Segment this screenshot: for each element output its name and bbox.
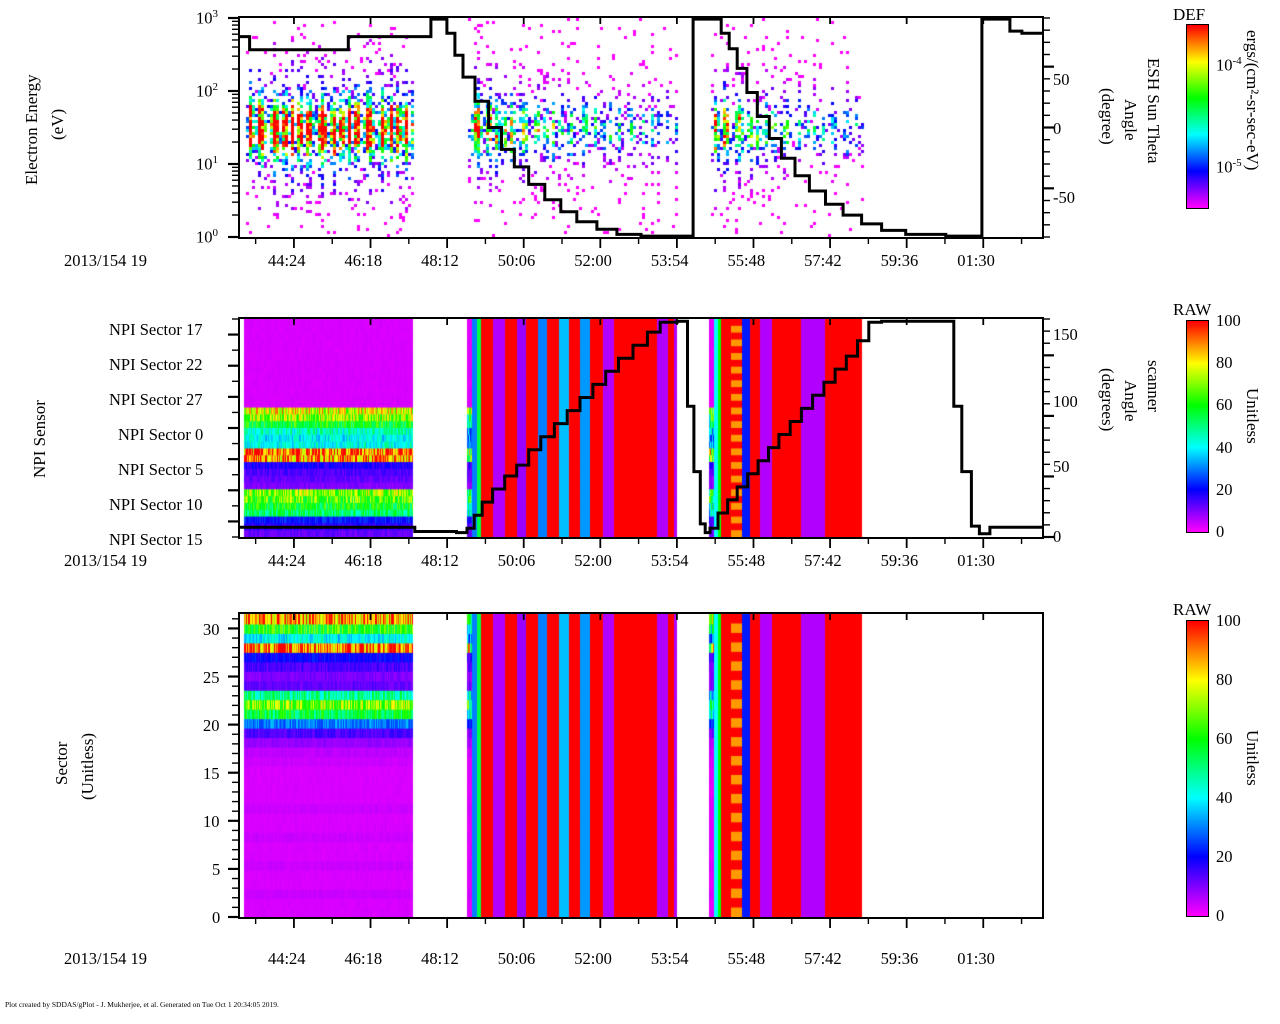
colorbar1-tick-1e-5: 10-5	[1216, 157, 1242, 177]
colorbar1-units: ergs/(cm²-sr-sec-eV)	[1243, 30, 1262, 171]
xtick-label: 44:24	[267, 949, 306, 968]
panel2-ylabel: NPI Sensor	[30, 400, 49, 478]
colorbar1	[1186, 24, 1209, 209]
panel2-ytick-s15: NPI Sector 15	[109, 530, 203, 549]
colorbar1-title: DEF	[1173, 5, 1206, 24]
xtick-label: 50:06	[497, 551, 536, 570]
panel3-ylabel-line1: Sector	[52, 741, 71, 785]
panel2-right-ytick-0: 0	[1053, 527, 1062, 546]
xtick-label: 48:12	[421, 949, 459, 968]
xtick-label: 50:06	[497, 251, 536, 270]
panel-electron-energy	[238, 16, 1044, 239]
panel3-ytick-10: 10	[203, 812, 220, 831]
panel3-ytick-0: 0	[212, 908, 221, 927]
scanner-angle-trace	[240, 319, 1042, 536]
colorbar2	[1186, 320, 1209, 533]
xtick-label: 44:24	[267, 551, 306, 570]
colorbar3-title: RAW	[1173, 600, 1212, 619]
panel3-xaxis-start-label: 2013/154 19	[64, 949, 147, 968]
panel1-xaxis-start-label: 2013/154 19	[64, 251, 147, 270]
xtick-label: 55:48	[727, 251, 766, 270]
xtick-label: 57:42	[804, 949, 842, 968]
xtick-label: 46:18	[344, 949, 383, 968]
colorbar2-title: RAW	[1173, 300, 1212, 319]
xtick-label: 46:18	[344, 251, 383, 270]
panel2-ytick-s10: NPI Sector 10	[109, 495, 203, 514]
panel1-ylabel-line2: (eV)	[48, 108, 67, 140]
panel1-right-ytick-m50: -50	[1053, 188, 1075, 207]
xtick-label: 01:30	[957, 551, 995, 570]
panel1-right-title-angle: Angle	[1121, 99, 1140, 141]
panel2-right-ytick-50: 50	[1053, 457, 1070, 476]
xtick-label: 59:36	[880, 551, 919, 570]
panel2-right-title-scanner: scanner	[1144, 360, 1163, 412]
panel2-ytick-s5: NPI Sector 5	[118, 460, 204, 479]
plot-caption: Plot created by SDDAS/gPlot - J. Mukherj…	[5, 1000, 279, 1009]
panel-npi-sensor	[238, 317, 1044, 539]
xtick-label: 57:42	[804, 551, 842, 570]
panel2-ytick-s0: NPI Sector 0	[118, 425, 204, 444]
xtick-label: 48:12	[421, 251, 459, 270]
panel2-right-title-unit: (degrees)	[1098, 368, 1117, 432]
colorbar2-units: Unitless	[1243, 388, 1262, 444]
panel2-xaxis-start-label: 2013/154 19	[64, 551, 147, 570]
panel1-right-ytick-50: 50	[1053, 70, 1070, 89]
panel1-right-ytick-0: 0	[1053, 119, 1062, 138]
panel1-ylabel-line1: Electron Energy	[22, 74, 41, 185]
xtick-label: 46:18	[344, 551, 383, 570]
panel2-right-ytick-150: 150	[1053, 325, 1078, 344]
panel1-ytick-100: 102	[196, 81, 218, 101]
xtick-label: 59:36	[880, 251, 919, 270]
panel2-ytick-s27: NPI Sector 27	[109, 390, 203, 409]
xtick-label: 52:00	[574, 949, 612, 968]
colorbar2-tick-100: 100	[1216, 311, 1241, 330]
panel2-ytick-s17: NPI Sector 17	[109, 320, 203, 339]
xtick-label: 55:48	[727, 551, 766, 570]
colorbar3-tick-80: 80	[1216, 670, 1233, 689]
xtick-label: 44:24	[267, 251, 306, 270]
panel2-ytick-s22: NPI Sector 22	[109, 355, 203, 374]
xtick-label: 53:54	[650, 551, 689, 570]
colorbar3-tick-60: 60	[1216, 729, 1233, 748]
panel-sector	[238, 612, 1044, 919]
xtick-label: 53:54	[650, 949, 689, 968]
panel3-ytick-15: 15	[203, 764, 220, 783]
panel2-right-title-angle: Angle	[1121, 380, 1140, 422]
panel3-ytick-30: 30	[203, 620, 220, 639]
colorbar3	[1186, 620, 1209, 917]
xtick-label: 48:12	[421, 551, 459, 570]
colorbar2-tick-80: 80	[1216, 353, 1233, 372]
colorbar1-tick-1e-4: 10-4	[1216, 55, 1242, 75]
colorbar2-tick-40: 40	[1216, 438, 1233, 457]
xtick-label: 52:00	[574, 551, 612, 570]
panel3-ytick-20: 20	[203, 716, 220, 735]
xtick-label: 55:48	[727, 949, 766, 968]
colorbar2-tick-0: 0	[1216, 522, 1225, 541]
panel1-ytick-10: 101	[196, 154, 218, 174]
panel3-ytick-5: 5	[212, 860, 221, 879]
xtick-label: 01:30	[957, 949, 995, 968]
colorbar3-tick-100: 100	[1216, 611, 1241, 630]
panel1-right-title-unit: (degree)	[1098, 88, 1117, 145]
panel3-ylabel-line2: (Unitless)	[78, 732, 97, 800]
xtick-label: 52:00	[574, 251, 612, 270]
panel1-ytick-1: 100	[196, 227, 218, 247]
panel2-right-ytick-100: 100	[1053, 392, 1078, 411]
xtick-label: 57:42	[804, 251, 842, 270]
panel1-ytick-1000: 103	[196, 8, 218, 28]
xtick-label: 01:30	[957, 251, 995, 270]
colorbar3-tick-0: 0	[1216, 906, 1225, 925]
panel3-ytick-25: 25	[203, 668, 220, 687]
colorbar3-tick-20: 20	[1216, 847, 1233, 866]
colorbar2-tick-60: 60	[1216, 395, 1233, 414]
esh-sun-theta-trace	[240, 18, 1042, 237]
xtick-label: 53:54	[650, 251, 689, 270]
colorbar3-units: Unitless	[1243, 730, 1262, 786]
xtick-label: 50:06	[497, 949, 536, 968]
colorbar2-tick-20: 20	[1216, 480, 1233, 499]
xtick-label: 59:36	[880, 949, 919, 968]
colorbar3-tick-40: 40	[1216, 788, 1233, 807]
panel1-right-title-esh: ESH Sun Theta	[1144, 58, 1163, 164]
